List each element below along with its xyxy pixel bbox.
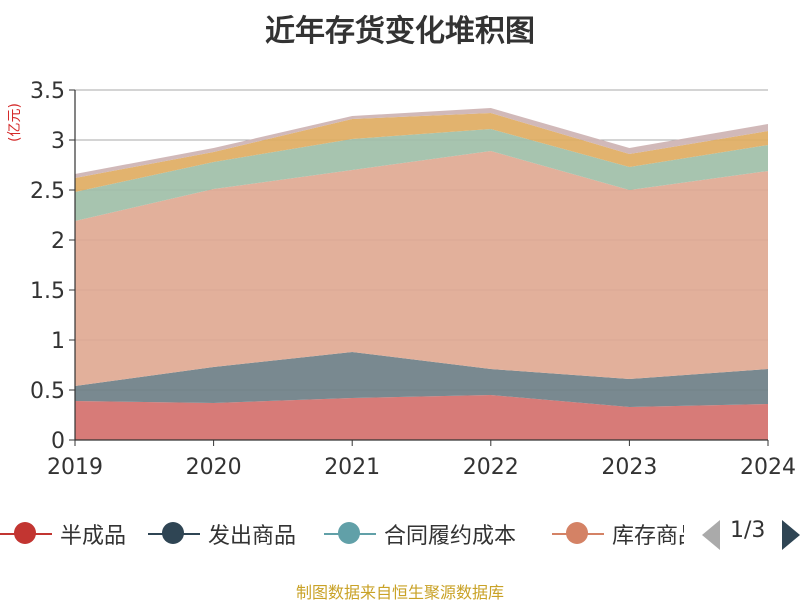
legend-label: 合同履约成本: [384, 524, 517, 549]
y-tick-label: 1: [51, 329, 65, 354]
x-tick-label: 2020: [186, 455, 242, 480]
y-tick-label: 1.5: [30, 279, 65, 304]
data-source-note: 制图数据来自恒生聚源数据库: [295, 583, 504, 602]
x-tick-label: 2022: [463, 455, 519, 480]
y-tick-label: 0.5: [30, 379, 65, 404]
y-tick-label: 2.5: [30, 179, 65, 204]
y-tick-label: 3.5: [30, 79, 65, 104]
legend-marker-icon: [162, 522, 184, 544]
legend-page-indicator: 1/3: [730, 518, 766, 543]
chart-title: 近年存货变化堆积图: [265, 14, 535, 49]
legend-label: 发出商品: [208, 524, 297, 549]
x-tick-label: 2024: [740, 455, 796, 480]
legend-viewport: 半成品 发出商品 合同履约成本 库存商品: [0, 514, 684, 554]
y-tick-label: 2: [51, 229, 65, 254]
y-tick-label: 3: [51, 129, 65, 154]
y-tick-label: 0: [51, 429, 65, 454]
area-series-4: [75, 113, 768, 192]
legend-label: 库存商品: [612, 524, 684, 549]
y-axis-unit-label: (亿元): [7, 103, 23, 142]
area-series-0: [75, 395, 768, 440]
legend-marker-icon: [338, 522, 360, 544]
legend-marker-icon: [566, 522, 588, 544]
legend-label: 半成品: [60, 524, 127, 549]
legend-marker-icon: [14, 522, 36, 544]
area-series-1: [75, 352, 768, 407]
legend-prev-page-button[interactable]: [702, 520, 720, 550]
x-tick-label: 2023: [601, 455, 657, 480]
x-tick-label: 2019: [47, 455, 103, 480]
area-series-2: [75, 151, 768, 386]
legend: 半成品 发出商品 合同履约成本 库存商品: [0, 514, 800, 554]
legend-next-page-button[interactable]: [782, 520, 800, 550]
y-axis-unit: (亿元): [0, 90, 23, 150]
area-series-3: [75, 129, 768, 221]
x-tick-label: 2021: [324, 455, 380, 480]
